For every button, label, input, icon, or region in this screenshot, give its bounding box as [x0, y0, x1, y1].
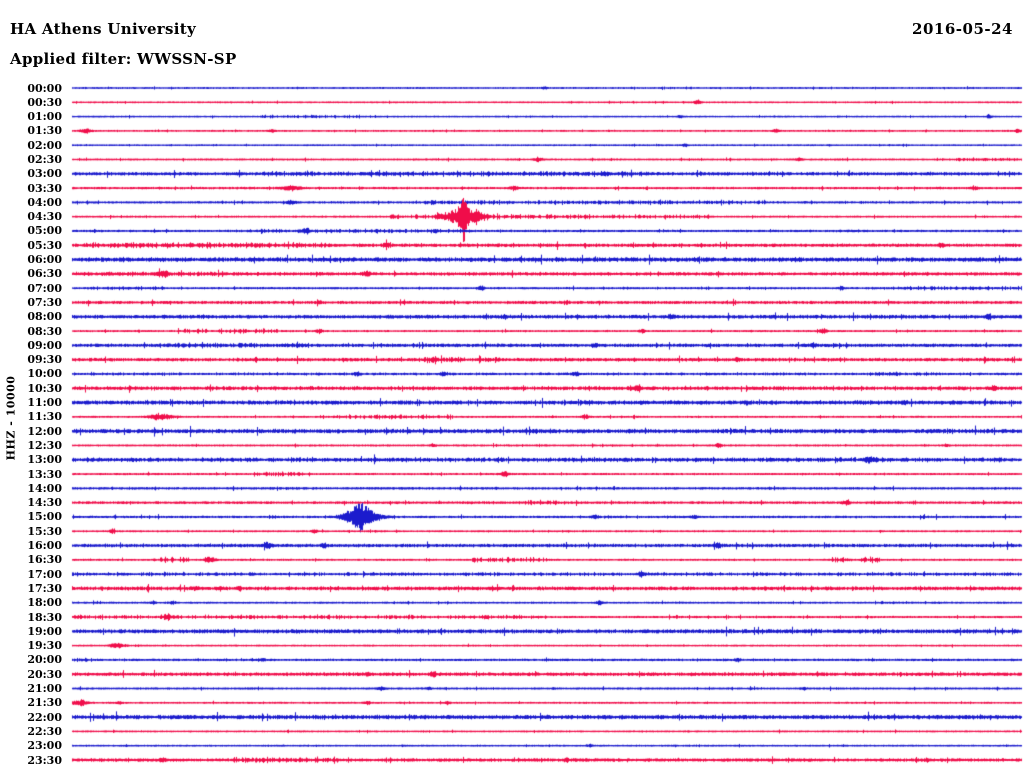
time-label-10:00: 10:00	[27, 367, 62, 381]
time-label-09:30: 09:30	[27, 353, 62, 367]
time-label-11:30: 11:30	[27, 410, 62, 424]
time-label-20:00: 20:00	[27, 653, 62, 667]
time-label-19:30: 19:30	[27, 639, 62, 653]
time-label-03:00: 03:00	[27, 167, 62, 181]
time-label-05:30: 05:30	[27, 238, 62, 252]
time-label-12:00: 12:00	[27, 424, 62, 438]
time-label-03:30: 03:30	[27, 181, 62, 195]
time-label-18:30: 18:30	[27, 610, 62, 624]
time-label-02:00: 02:00	[27, 138, 62, 152]
time-label-14:00: 14:00	[27, 481, 62, 495]
time-label-14:30: 14:30	[27, 496, 62, 510]
time-label-01:30: 01:30	[27, 124, 62, 138]
time-label-00:00: 00:00	[27, 81, 62, 95]
time-label-10:30: 10:30	[27, 381, 62, 395]
time-label-11:00: 11:00	[27, 396, 62, 410]
time-label-04:30: 04:30	[27, 210, 62, 224]
time-label-09:00: 09:00	[27, 338, 62, 352]
time-label-15:00: 15:00	[27, 510, 62, 524]
time-label-01:00: 01:00	[27, 110, 62, 124]
time-label-19:00: 19:00	[27, 624, 62, 638]
time-label-07:00: 07:00	[27, 281, 62, 295]
time-label-22:30: 22:30	[27, 724, 62, 738]
time-label-12:30: 12:30	[27, 438, 62, 452]
time-label-23:30: 23:30	[27, 753, 62, 767]
time-label-04:00: 04:00	[27, 195, 62, 209]
time-label-20:30: 20:30	[27, 667, 62, 681]
time-label-15:30: 15:30	[27, 524, 62, 538]
time-label-21:30: 21:30	[27, 696, 62, 710]
time-label-00:30: 00:30	[27, 95, 62, 109]
time-label-21:00: 21:00	[27, 682, 62, 695]
time-label-08:30: 08:30	[27, 324, 62, 338]
time-label-08:00: 08:00	[27, 310, 62, 324]
time-label-17:00: 17:00	[27, 567, 62, 581]
time-label-07:30: 07:30	[27, 295, 62, 309]
time-label-18:00: 18:00	[27, 596, 62, 610]
time-label-16:00: 16:00	[27, 539, 62, 553]
time-label-17:30: 17:30	[27, 581, 62, 595]
time-label-06:00: 06:00	[27, 253, 62, 267]
time-label-02:30: 02:30	[27, 152, 62, 166]
time-label-13:00: 13:00	[27, 453, 62, 467]
time-label-13:30: 13:30	[27, 467, 62, 481]
time-label-16:30: 16:30	[27, 553, 62, 567]
time-label-06:30: 06:30	[27, 267, 62, 281]
time-label-23:00: 23:00	[27, 739, 62, 753]
time-label-05:00: 05:00	[27, 224, 62, 238]
time-label-22:00: 22:00	[27, 710, 62, 724]
